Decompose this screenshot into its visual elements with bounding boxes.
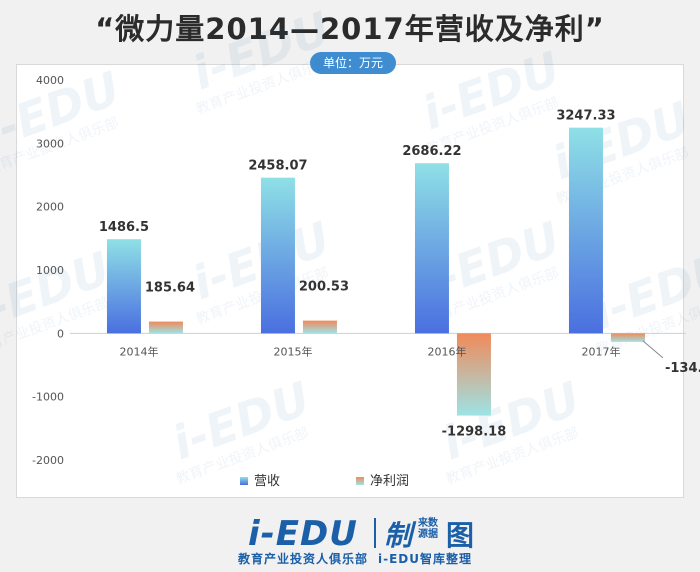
- brand-source-line2: 源据: [418, 529, 438, 540]
- y-tick-label: 0: [57, 327, 64, 340]
- brand-subtitle-left: 教育产业投资人俱乐部: [238, 552, 369, 566]
- y-tick-label: -2000: [32, 454, 64, 467]
- x-tick-label: 2014年: [120, 344, 159, 358]
- bars: 1486.5 185.64 2014年 2458.07 200.53 2015年 2686.…: [99, 109, 700, 440]
- net-profit-data-label: 185.64: [145, 281, 195, 296]
- brand-subtitle-right: i-EDU智库整理: [378, 552, 472, 566]
- page-title: “微力量2014—2017年营收及净利”: [95, 12, 605, 46]
- brand-source: 来数 源据: [418, 518, 442, 540]
- y-tick-label: 3000: [36, 137, 64, 150]
- revenue-bar: [106, 239, 141, 334]
- revenue-bar: [414, 163, 449, 334]
- revenue-data-label: 2686.22: [402, 144, 461, 159]
- legend: 营收 净利润: [240, 474, 409, 489]
- x-tick-label: 2015年: [274, 344, 313, 358]
- legend-swatch-net-profit: [356, 477, 364, 485]
- x-tick-label: 2017年: [582, 344, 621, 358]
- brand-source-line1: 来数: [418, 518, 438, 529]
- footer-brand: i-EDU 制 来数 源据 图 教育产业投资人俱乐部 i-EDU智库整理: [0, 506, 700, 572]
- revenue-data-label: 2458.07: [248, 159, 307, 174]
- x-tick-label: 2016年: [428, 344, 467, 358]
- brand-zhi: 制: [384, 519, 413, 552]
- net-profit-bar: [148, 321, 183, 334]
- net-profit-data-label: 200.53: [299, 280, 349, 295]
- net-profit-leader-line: [642, 340, 664, 359]
- y-tick-label: 2000: [36, 201, 64, 214]
- y-tick-label: 1000: [36, 264, 64, 277]
- revenue-data-label: 3247.33: [556, 109, 615, 124]
- net-profit-data-label: -1298.18: [442, 425, 507, 440]
- brand-logo: i-EDU: [248, 514, 358, 554]
- net-profit-bar: [610, 333, 645, 342]
- brand-separator: [374, 518, 376, 548]
- unit-badge: 单位：万元: [310, 52, 396, 74]
- legend-swatch-revenue: [240, 477, 248, 485]
- legend-label-net-profit: 净利润: [370, 474, 409, 489]
- legend-label-revenue: 营收: [254, 474, 280, 489]
- y-tick-label: -1000: [32, 391, 64, 404]
- net-profit-data-label: -134.36: [665, 361, 700, 376]
- net-profit-bar: [302, 320, 337, 334]
- revenue-bar: [260, 177, 295, 334]
- net-profit-bar: [456, 333, 491, 416]
- brand-tu: 图: [446, 519, 475, 552]
- revenue-bar: [568, 127, 603, 334]
- y-tick-label: 4000: [36, 74, 64, 87]
- revenue-data-label: 1486.5: [99, 220, 149, 235]
